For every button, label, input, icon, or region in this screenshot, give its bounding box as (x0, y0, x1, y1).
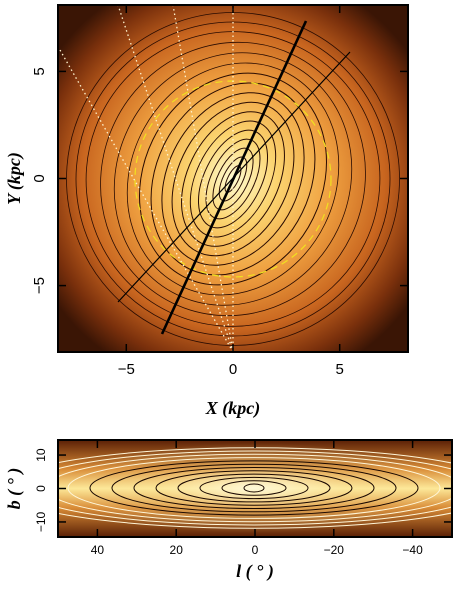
y-axis-label: b ( ° ) (4, 468, 25, 510)
y-tick-label: 5 (31, 67, 48, 75)
x-tick-label: 5 (336, 361, 344, 378)
x-tick-label: 0 (252, 543, 259, 557)
y-tick-label: 0 (31, 174, 48, 182)
contour-line (150, 82, 316, 276)
contours (58, 447, 452, 529)
contour-line (155, 470, 353, 506)
contour-line (111, 463, 397, 513)
contour-line (75, 21, 391, 337)
x-axis-label: X (kpc) (205, 398, 260, 419)
contour-line (66, 12, 400, 346)
bottom-map (58, 440, 452, 537)
contour-line (161, 92, 305, 266)
y-tick-label: −10 (34, 511, 48, 532)
contour-line (243, 483, 265, 493)
contour-line (133, 467, 375, 509)
contour-line (181, 111, 285, 247)
contour-line (100, 41, 366, 317)
y-tick-label: 10 (34, 448, 48, 462)
sight-lines (59, 5, 234, 352)
contour-line (58, 450, 452, 526)
contour-line (89, 460, 419, 516)
bar-axis-thin (117, 51, 351, 303)
x-tick-label: 20 (170, 543, 184, 557)
contour-line (113, 52, 353, 306)
contour-line (67, 457, 441, 519)
contour-line (171, 101, 295, 257)
x-tick-label: −20 (324, 543, 345, 557)
contour-line (58, 453, 452, 523)
y-tick-label: −5 (31, 277, 48, 294)
top-map (58, 5, 408, 352)
contour-line (58, 447, 452, 529)
x-tick-label: 0 (229, 361, 237, 378)
contours (66, 12, 400, 346)
y-axis-label: Y (kpc) (4, 152, 25, 205)
x-tick-label: 40 (91, 543, 105, 557)
density-core (58, 443, 452, 533)
contour-line (85, 31, 381, 327)
contour-line (177, 473, 331, 503)
x-axis-label: l ( ° ) (236, 561, 274, 582)
contour-line (199, 476, 309, 500)
y-tick-label: 0 (34, 485, 48, 492)
x-tick-label: −5 (118, 361, 135, 378)
contour-line (139, 72, 327, 286)
contour-line (221, 480, 287, 496)
x-tick-label: −40 (402, 543, 423, 557)
contour-line (126, 62, 340, 296)
